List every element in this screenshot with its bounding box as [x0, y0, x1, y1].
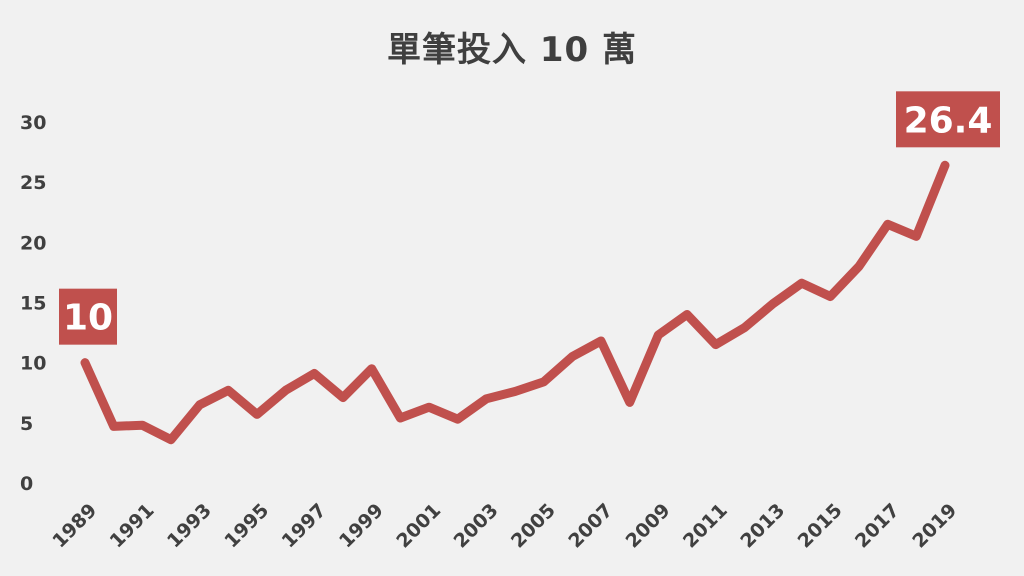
x-tick-label: 1995 — [220, 499, 273, 552]
y-tick-label: 25 — [20, 172, 46, 194]
x-tick-label: 2017 — [851, 499, 904, 552]
series-line — [80, 160, 950, 445]
y-tick-label: 10 — [20, 353, 46, 375]
x-tick-label: 2011 — [679, 499, 732, 552]
y-tick-label: 30 — [20, 112, 46, 134]
x-tick-label: 1991 — [106, 499, 159, 552]
y-tick-label: 5 — [20, 413, 33, 435]
chart-title: 單筆投入 10 萬 — [387, 30, 637, 70]
x-tick-label: 2019 — [908, 499, 961, 552]
x-tick-label: 2015 — [794, 499, 847, 552]
x-tick-label: 2003 — [450, 499, 503, 552]
x-tick-label: 1989 — [48, 499, 101, 552]
x-tick-label: 1993 — [163, 499, 216, 552]
x-tick-label: 2007 — [564, 499, 617, 552]
x-tick-label: 2009 — [622, 499, 675, 552]
y-tick-label: 20 — [20, 232, 46, 254]
x-tick-label: 2005 — [507, 499, 560, 552]
x-tick-label: 2001 — [392, 499, 445, 552]
data-label-box — [59, 288, 117, 345]
y-tick-label: 0 — [20, 473, 33, 495]
x-tick-label: 1997 — [278, 499, 331, 552]
data-label: 10 — [63, 298, 113, 339]
data-label: 26.4 — [904, 100, 993, 141]
x-tick-label: 2013 — [736, 499, 789, 552]
y-tick-label: 15 — [20, 293, 46, 315]
data-label-box — [896, 91, 1000, 148]
x-tick-label: 1999 — [335, 499, 388, 552]
